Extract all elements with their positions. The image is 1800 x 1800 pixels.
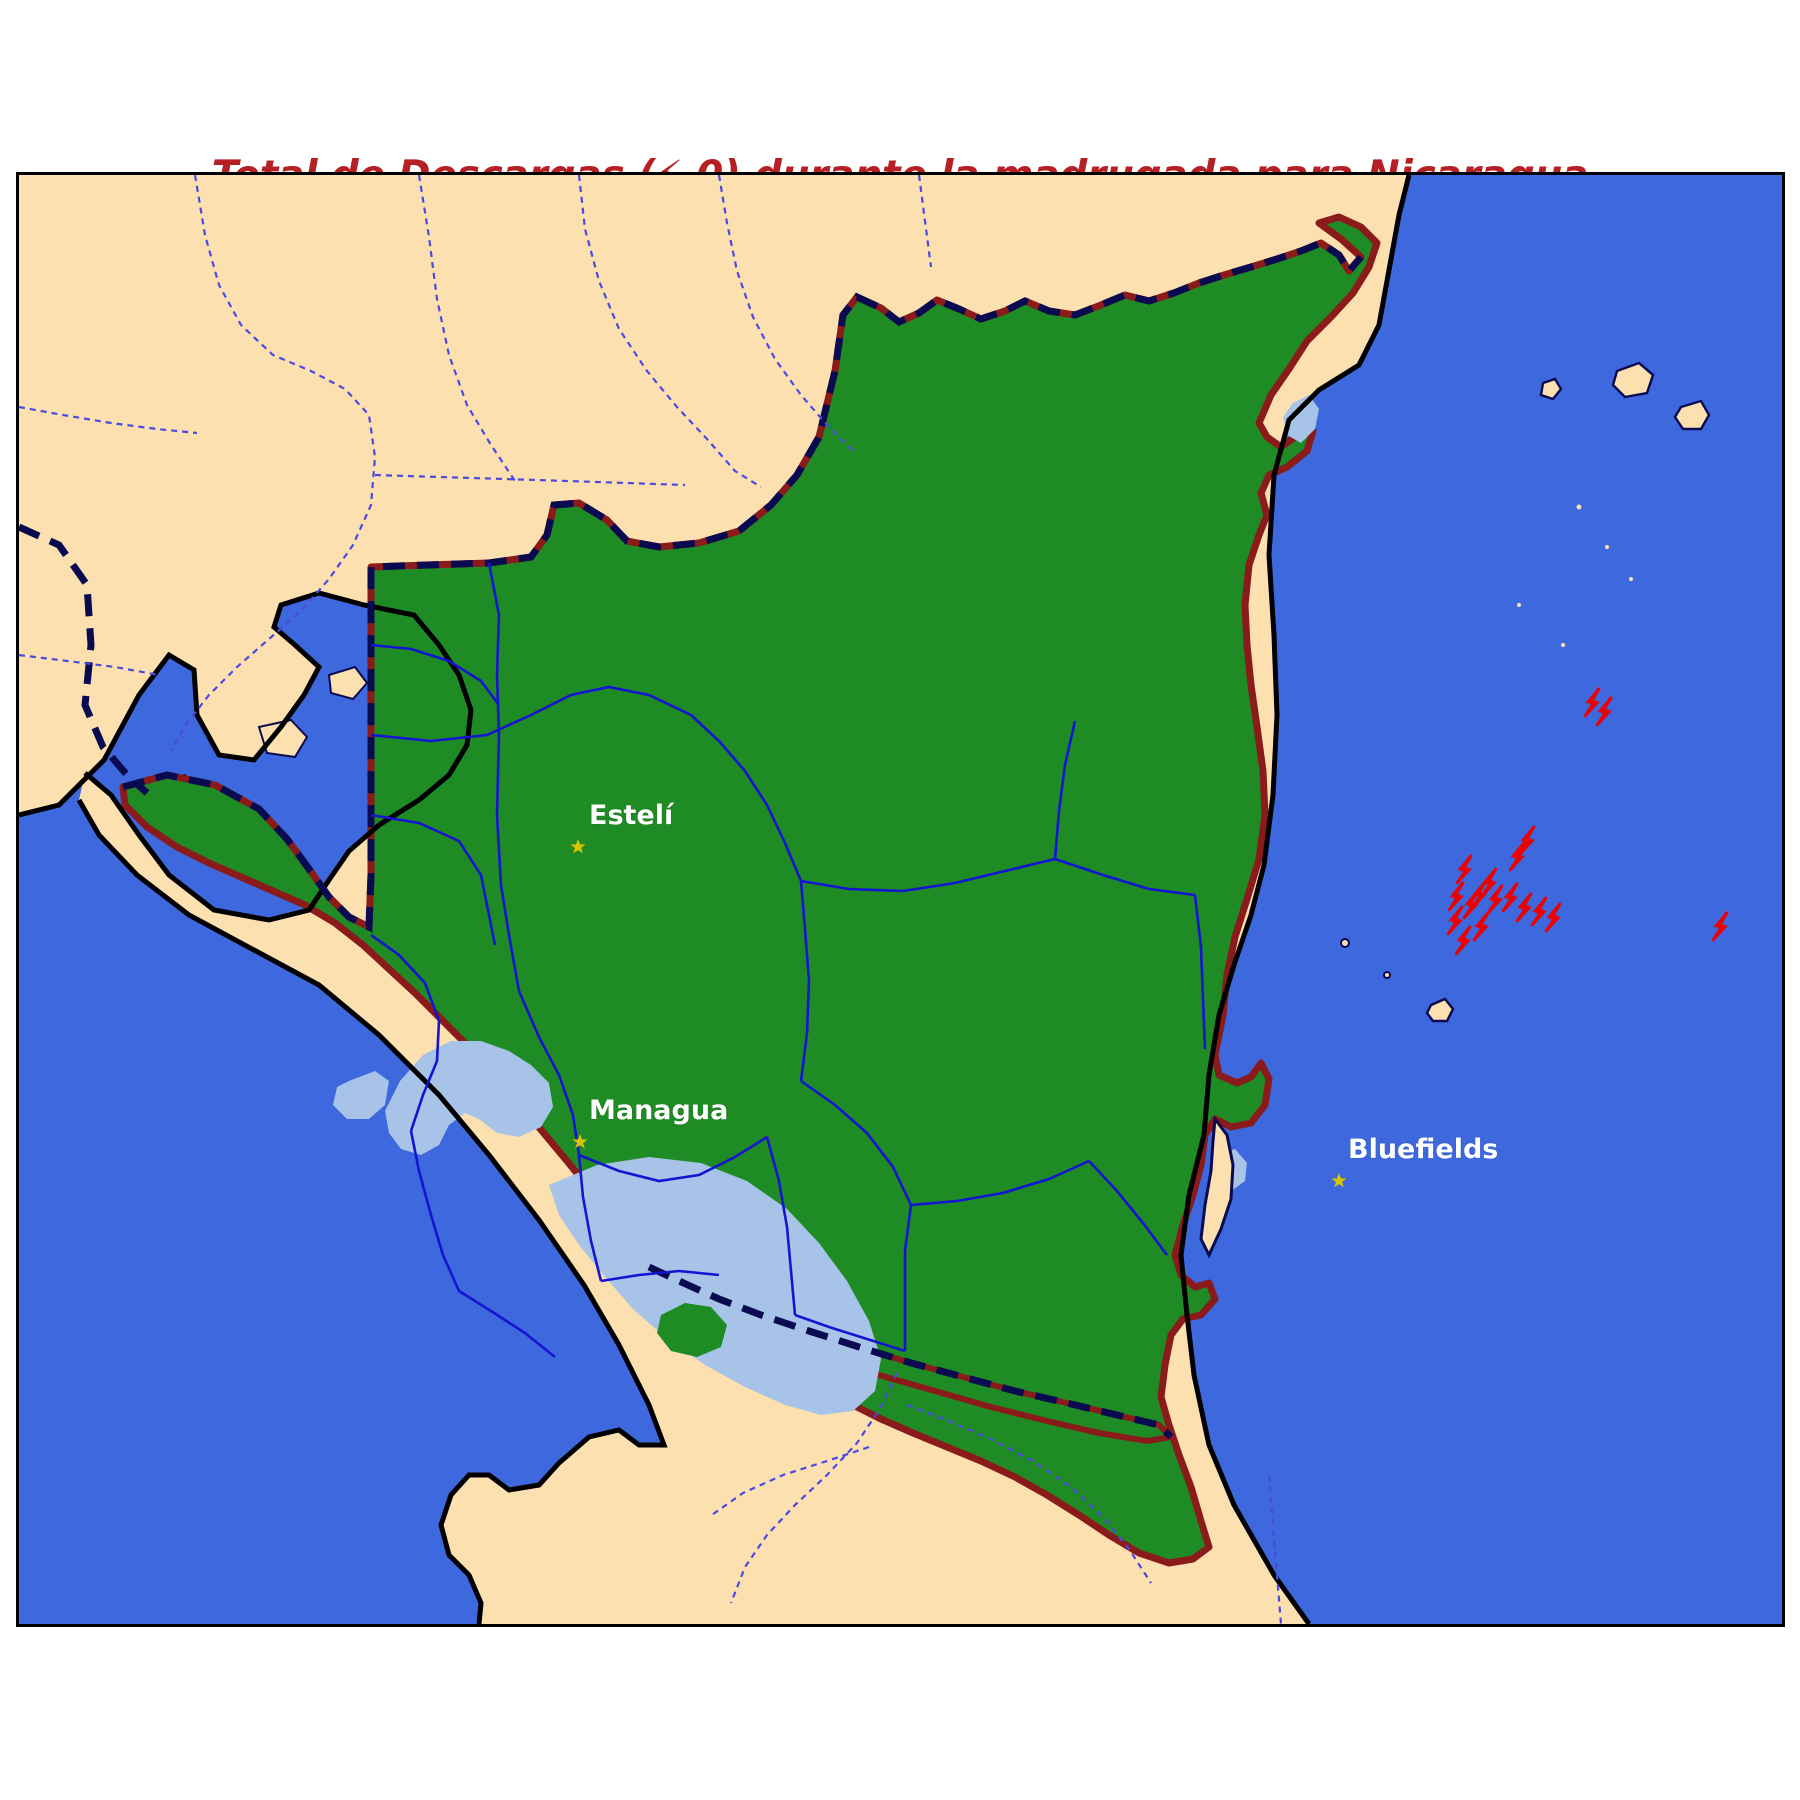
- map-svg: [19, 175, 1782, 1624]
- ometepe-island: [657, 1303, 727, 1357]
- honduras-admin-borders: [19, 175, 933, 752]
- caribbean-islands: [1340, 361, 1711, 1023]
- lake-nicaragua: [549, 1157, 881, 1415]
- department-borders: [370, 562, 1207, 1359]
- map-plot-area[interactable]: Estelí Managua Bluefields: [16, 172, 1785, 1627]
- fonseca-island-4: [327, 665, 369, 701]
- coastline-caribbean: [1178, 175, 1412, 1624]
- coastline-pacific-south: [76, 798, 668, 1624]
- coastline-pacific: [19, 590, 474, 923]
- coastal-lagoon-ne: [1283, 395, 1319, 443]
- costa-rica-admin-borders: [708, 1372, 1283, 1624]
- border-honduras-west: [19, 523, 150, 796]
- border-honduras: [122, 239, 1364, 933]
- se-coastal-barrier: [1199, 1114, 1235, 1259]
- border-costa-rica: [647, 1263, 1174, 1440]
